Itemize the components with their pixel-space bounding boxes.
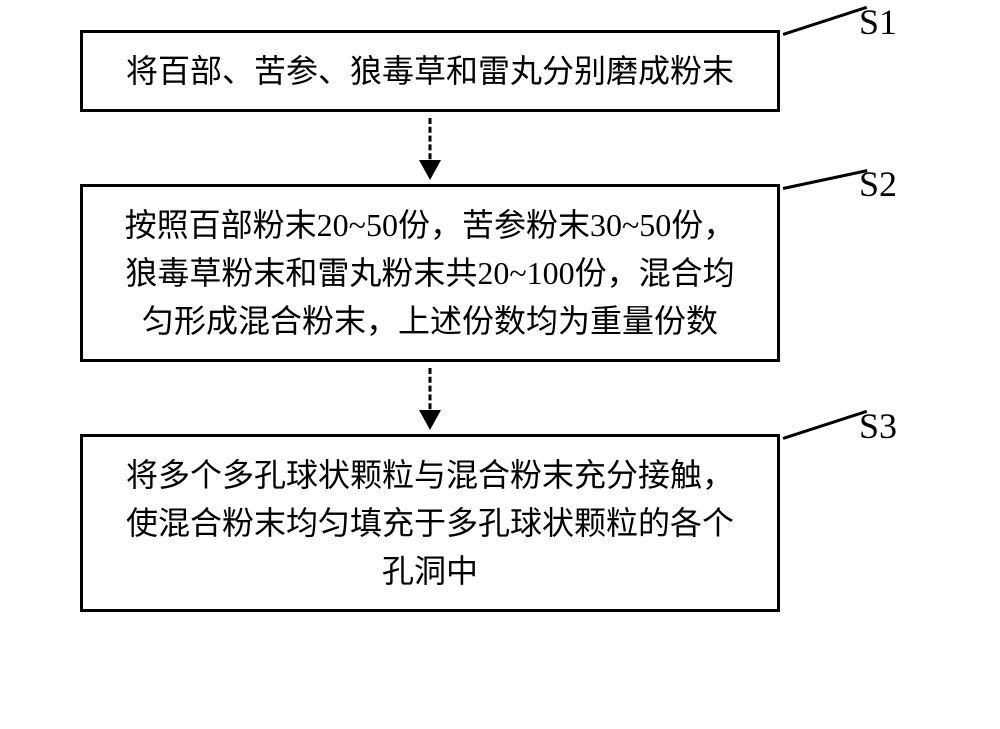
arrow-s2-s3 xyxy=(80,362,780,434)
arrow-head-icon xyxy=(419,160,441,180)
step-label-s3: S3 xyxy=(859,399,897,453)
leader-line-s2 xyxy=(783,169,868,189)
leader-line-s3 xyxy=(783,410,867,440)
step-box-s3: 将多个多孔球状颗粒与混合粉末充分接触，使混合粉末均匀填充于多孔球状颗粒的各个孔洞… xyxy=(80,434,780,612)
flowchart-container: 将百部、苦参、狼毒草和雷丸分别磨成粉末 S1 按照百部粉末20~50份，苦参粉末… xyxy=(80,30,900,612)
step-box-s1: 将百部、苦参、狼毒草和雷丸分别磨成粉末 S1 xyxy=(80,30,780,112)
arrow-s1-s2 xyxy=(80,112,780,184)
step-label-s1: S1 xyxy=(859,0,897,49)
leader-line-s1 xyxy=(783,6,867,36)
step-text: 按照百部粉末20~50份，苦参粉末30~50份，狼毒草粉末和雷丸粉末共20~10… xyxy=(125,207,736,339)
step-text: 将百部、苦参、狼毒草和雷丸分别磨成粉末 xyxy=(126,53,734,89)
step-label-s2: S2 xyxy=(859,157,897,211)
step-text: 将多个多孔球状颗粒与混合粉末充分接触，使混合粉末均匀填充于多孔球状颗粒的各个孔洞… xyxy=(126,457,734,589)
arrow-head-icon xyxy=(419,410,441,430)
step-box-s2: 按照百部粉末20~50份，苦参粉末30~50份，狼毒草粉末和雷丸粉末共20~10… xyxy=(80,184,780,362)
